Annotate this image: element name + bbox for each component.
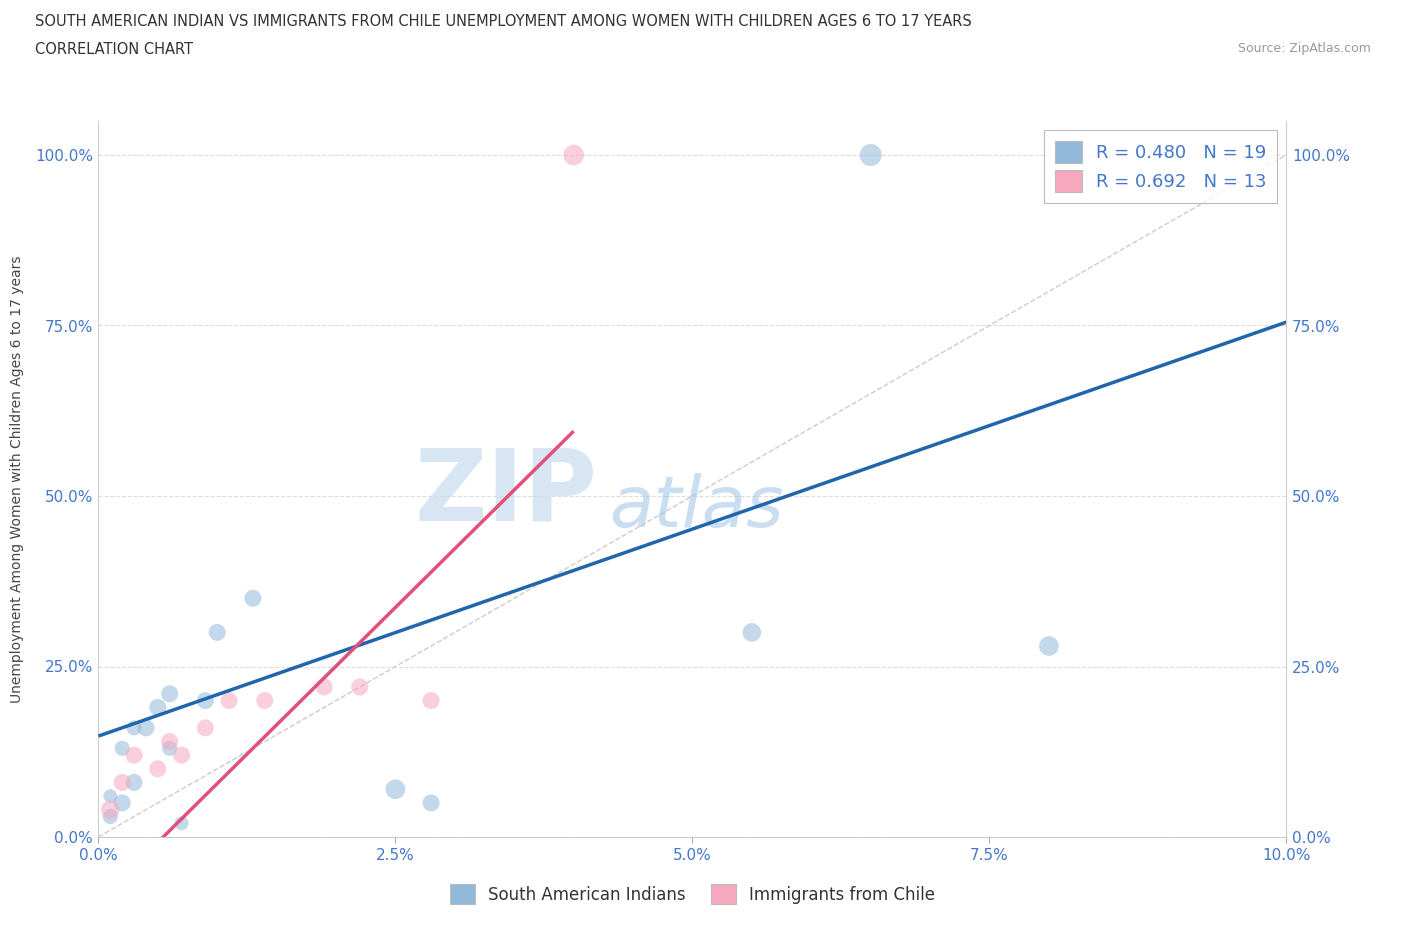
Point: [562, 148, 585, 163]
Text: atlas: atlas: [609, 473, 785, 542]
Point: [314, 680, 336, 695]
Text: Source: ZipAtlas.com: Source: ZipAtlas.com: [1237, 42, 1371, 55]
Point: [207, 625, 229, 640]
Point: [146, 762, 169, 777]
Point: [170, 748, 193, 763]
Legend: South American Indians, Immigrants from Chile: South American Indians, Immigrants from …: [443, 877, 942, 911]
Point: [420, 795, 443, 810]
Point: [111, 795, 134, 810]
Point: [98, 789, 121, 804]
Point: [218, 693, 240, 708]
Point: [170, 816, 193, 830]
Point: [98, 803, 121, 817]
Point: [111, 741, 134, 756]
Text: SOUTH AMERICAN INDIAN VS IMMIGRANTS FROM CHILE UNEMPLOYMENT AMONG WOMEN WITH CHI: SOUTH AMERICAN INDIAN VS IMMIGRANTS FROM…: [35, 14, 972, 29]
Point: [122, 775, 145, 790]
Point: [159, 734, 181, 749]
Point: [98, 809, 121, 824]
Point: [349, 680, 371, 695]
Point: [859, 148, 882, 163]
Point: [135, 721, 157, 736]
Point: [122, 721, 145, 736]
Point: [194, 693, 217, 708]
Point: [420, 693, 443, 708]
Point: [194, 721, 217, 736]
Point: [159, 686, 181, 701]
Point: [1038, 639, 1060, 654]
Text: ZIP: ZIP: [415, 445, 598, 542]
Point: [242, 591, 264, 605]
Y-axis label: Unemployment Among Women with Children Ages 6 to 17 years: Unemployment Among Women with Children A…: [10, 255, 24, 703]
Point: [741, 625, 763, 640]
Point: [253, 693, 276, 708]
Text: CORRELATION CHART: CORRELATION CHART: [35, 42, 193, 57]
Point: [122, 748, 145, 763]
Point: [159, 741, 181, 756]
Point: [146, 700, 169, 715]
Point: [111, 775, 134, 790]
Point: [384, 782, 406, 797]
